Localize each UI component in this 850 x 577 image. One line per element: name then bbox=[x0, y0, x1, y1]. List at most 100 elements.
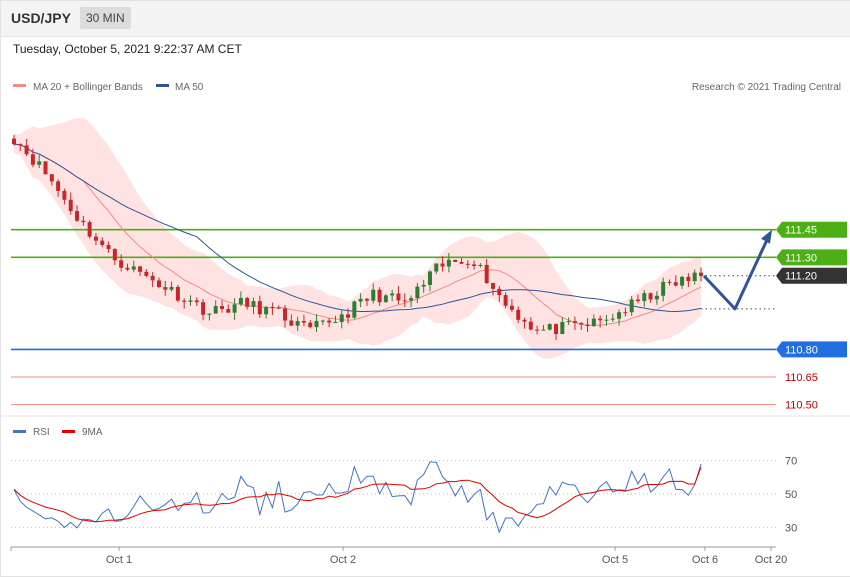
candle-body bbox=[673, 282, 678, 286]
candle-body bbox=[648, 293, 653, 300]
candle-body bbox=[352, 301, 357, 318]
candle-body bbox=[680, 276, 685, 286]
ma20-legend-label: MA 20 + Bollinger Bands bbox=[33, 82, 143, 93]
candle-body bbox=[87, 222, 92, 237]
candle-body bbox=[377, 289, 382, 303]
candle-body bbox=[201, 302, 206, 315]
candle-body bbox=[497, 288, 502, 296]
level-tag-111.45 bbox=[776, 221, 847, 238]
candle-body bbox=[686, 276, 691, 282]
candle-body bbox=[30, 154, 35, 165]
x-axis: Oct 1 Oct 2 Oct 5 Oct 6 Oct 20 bbox=[10, 547, 787, 566]
candle-body bbox=[390, 293, 395, 296]
candle-body bbox=[106, 245, 111, 250]
x-tick-label: Oct 6 bbox=[692, 554, 718, 566]
candle-body bbox=[75, 211, 80, 221]
level-tag-111.30 bbox=[776, 249, 847, 266]
candle-body bbox=[49, 174, 54, 182]
rsi-tick-30: 30 bbox=[785, 522, 797, 534]
candle-body bbox=[440, 263, 445, 267]
candle-body bbox=[194, 300, 199, 303]
candle-body bbox=[522, 319, 527, 322]
timeframe-button[interactable]: 30 MIN bbox=[80, 7, 131, 29]
candle-body bbox=[346, 314, 351, 318]
candle-body bbox=[138, 266, 143, 272]
candle-body bbox=[692, 272, 697, 282]
candle-body bbox=[245, 298, 250, 307]
candle-body bbox=[320, 320, 325, 322]
candle-body bbox=[24, 145, 29, 155]
candle-body bbox=[327, 320, 332, 323]
candle-body bbox=[434, 263, 439, 272]
candle-body bbox=[554, 324, 559, 335]
x-tick-label: Oct 20 bbox=[755, 554, 787, 566]
candle-body bbox=[93, 236, 98, 241]
candle-body bbox=[238, 298, 243, 305]
candle-body bbox=[642, 293, 647, 302]
candle-body bbox=[219, 306, 224, 309]
rsi-legend-label: RSI bbox=[33, 427, 50, 438]
ma50-line bbox=[13, 143, 702, 313]
candle-body bbox=[415, 286, 420, 299]
candle-body bbox=[383, 295, 388, 303]
candle-body bbox=[175, 286, 180, 301]
rsi-ma9-line bbox=[13, 467, 702, 523]
candle-body bbox=[207, 313, 212, 315]
candle-body bbox=[402, 300, 407, 302]
candle-body bbox=[264, 307, 269, 315]
level-tag-label-110.80: 110.80 bbox=[785, 344, 818, 356]
candle-body bbox=[226, 308, 231, 313]
candle-body bbox=[251, 301, 256, 307]
candle-body bbox=[232, 304, 237, 313]
candle-body bbox=[667, 281, 672, 283]
candle-body bbox=[119, 260, 124, 268]
candle-body bbox=[156, 280, 161, 288]
candle-body bbox=[396, 293, 401, 301]
candle-body bbox=[446, 259, 451, 267]
candle-body bbox=[572, 321, 577, 323]
candle-body bbox=[289, 320, 294, 326]
level-tag-111.20 bbox=[776, 267, 847, 284]
candle-body bbox=[541, 329, 546, 331]
candle-body bbox=[604, 319, 609, 321]
candle-body bbox=[125, 267, 130, 270]
candle-body bbox=[516, 309, 521, 320]
level-tag-label-111.30: 111.30 bbox=[785, 252, 817, 264]
candle-body bbox=[270, 307, 275, 309]
candle-body bbox=[617, 312, 622, 319]
level-lines bbox=[11, 228, 776, 406]
candle-body bbox=[427, 271, 432, 285]
candle-body bbox=[509, 305, 514, 310]
candle-body bbox=[503, 295, 508, 306]
ma50-legend-swatch bbox=[156, 84, 169, 87]
ma20-legend-swatch bbox=[13, 84, 26, 87]
candle-body bbox=[163, 287, 168, 290]
candle-body bbox=[62, 190, 67, 200]
candle-body bbox=[301, 321, 306, 323]
rsi-legend-swatch bbox=[13, 430, 26, 433]
candle-body bbox=[314, 320, 319, 328]
candle-body bbox=[371, 289, 376, 301]
candle-body bbox=[37, 161, 42, 165]
candle-body bbox=[18, 144, 23, 146]
candle-body bbox=[491, 283, 496, 289]
candle-body bbox=[276, 307, 281, 309]
candle-body bbox=[528, 321, 533, 330]
ma9-legend-swatch bbox=[62, 430, 75, 433]
candle-body bbox=[421, 284, 426, 287]
candle-body bbox=[182, 300, 187, 302]
candle-body bbox=[358, 298, 363, 302]
rsi-panel: 70 50 30 bbox=[11, 456, 797, 534]
candle-body bbox=[308, 322, 313, 328]
x-tick-label: Oct 1 bbox=[106, 554, 132, 566]
candle-body bbox=[478, 264, 483, 267]
candle-body bbox=[43, 161, 48, 175]
level-tags: 111.45 111.30 111.20 110.80 110.65 110.50 bbox=[776, 221, 847, 412]
candle-body bbox=[459, 261, 464, 264]
candlesticks bbox=[12, 134, 703, 341]
header-bar: USD/JPY 30 MIN bbox=[0, 0, 850, 37]
level-tag-110.80 bbox=[776, 341, 847, 358]
candle-body bbox=[598, 318, 603, 321]
candle-body bbox=[144, 271, 149, 276]
